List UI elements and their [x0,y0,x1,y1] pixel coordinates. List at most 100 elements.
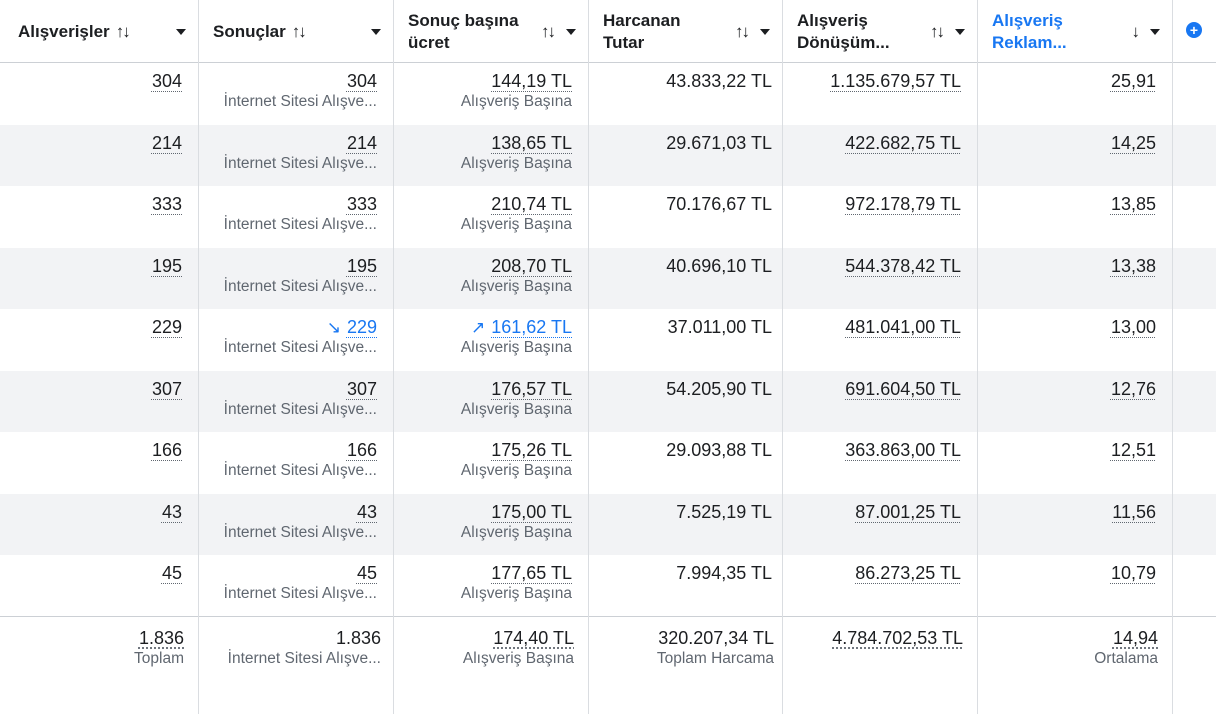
results-value[interactable]: 229 [346,317,377,337]
cost-per-result-label: Alışveriş Başına [460,216,572,233]
total-cpr-cell: 174,40 TL Alışveriş Başına [394,617,588,714]
roas-value[interactable]: 13,85 [1110,194,1156,214]
purchases-value[interactable]: 304 [151,71,182,91]
cost-per-result-label: Alışveriş Başına [460,154,572,172]
roas-value[interactable]: 13,00 [1110,317,1156,337]
purchases-value[interactable]: 333 [151,194,182,214]
sort-icon[interactable]: ↓ [1131,21,1140,41]
amount-spent-value: 40.696,10 TL [666,255,772,276]
results-cell: 333 İnternet Sitesi Alışve... [199,186,393,247]
results-value[interactable]: 45 [356,563,377,583]
sort-icon[interactable]: ↑↓ [115,21,131,41]
conversion-value[interactable]: 363.863,00 TL [845,440,961,460]
roas-value[interactable]: 12,76 [1110,378,1156,399]
roas-value[interactable]: 10,79 [1110,563,1156,583]
conversion-value-cell: 544.378,42 TL [783,248,977,309]
total-roas-label: Ortalama [1094,650,1158,667]
column-label: Alışveriş Dönüşüm... [797,10,890,52]
total-roas-value[interactable]: 14,94 [1112,628,1158,648]
column-header-amount-spent[interactable]: Harcanan Tutar ↑↓ [589,0,782,63]
purchases-value[interactable]: 195 [151,255,182,276]
sort-icon[interactable]: ↑↓ [541,21,556,41]
table-row: 45 45 İnternet Sitesi Alışve... 177,65 TL Al… [0,555,1216,616]
purchases-value[interactable]: 166 [151,440,182,460]
roas-value[interactable]: 12,51 [1110,440,1156,460]
column-header-roas[interactable]: Alışveriş Reklam... ↓ [978,0,1172,63]
total-roas-cell: 14,94 Ortalama [978,617,1172,714]
results-value[interactable]: 195 [346,255,377,276]
roas-value[interactable]: 13,38 [1110,255,1156,276]
results-cell: 195 İnternet Sitesi Alışve... [199,248,393,309]
column-header-results[interactable]: Sonuçlar ↑↓ [199,0,393,63]
cost-per-result-value[interactable]: 161,62 TL [491,317,572,337]
conversion-value[interactable]: 972.178,79 TL [845,194,961,214]
results-value[interactable]: 304 [346,71,377,91]
results-type-label: İnternet Sitesi Alışve... [223,339,377,356]
purchases-value[interactable]: 214 [151,132,182,153]
purchases-value[interactable]: 307 [151,378,182,399]
total-conversion-value[interactable]: 4.784.702,53 TL [832,628,963,648]
purchases-value[interactable]: 45 [161,563,182,583]
add-column-icon[interactable]: + [1186,22,1202,38]
conversion-value[interactable]: 87.001,25 TL [855,501,961,522]
results-value[interactable]: 333 [346,194,377,214]
purchases-cell: 43 [4,494,198,555]
column-header-purchases[interactable]: Alışverişler ↑↓ [4,0,198,63]
purchases-cell: 45 [4,555,198,616]
chevron-down-icon[interactable] [760,28,770,35]
cost-per-result-value[interactable]: 177,65 TL [491,563,572,583]
column-header-conversion-value[interactable]: Alışveriş Dönüşüm... ↑↓ [783,0,977,63]
cost-per-result-value[interactable]: 176,57 TL [491,378,572,399]
amount-spent-cell: 29.093,88 TL [589,432,782,493]
cost-per-result-value[interactable]: 138,65 TL [491,132,572,153]
results-cell: 45 İnternet Sitesi Alışve... [199,555,393,616]
results-value[interactable]: 214 [346,132,377,153]
roas-value[interactable]: 25,91 [1110,71,1156,91]
conversion-value-cell: 481.041,00 TL [783,309,977,370]
sort-icon[interactable]: ↑↓ [291,21,307,41]
conversion-value[interactable]: 422.682,75 TL [845,132,961,153]
cost-per-result-value[interactable]: 144,19 TL [491,71,572,91]
conversion-value[interactable]: 544.378,42 TL [845,255,961,276]
results-cell: 304 İnternet Sitesi Alışve... [199,63,393,124]
cost-per-result-cell: 175,26 TL Alışveriş Başına [394,432,588,493]
cost-per-result-value[interactable]: 175,00 TL [491,501,572,522]
conversion-value[interactable]: 86.273,25 TL [855,563,961,583]
amount-spent-value: 54.205,90 TL [666,378,772,399]
sort-icon[interactable]: ↑↓ [930,21,945,41]
total-cpr-value[interactable]: 174,40 TL [493,628,574,648]
total-results-value: 1.836 [335,628,381,648]
column-label: Alışverişler [18,21,110,41]
chevron-down-icon[interactable] [566,28,576,35]
conversion-value[interactable]: 691.604,50 TL [845,378,961,399]
cost-per-result-value[interactable]: 208,70 TL [491,255,572,276]
column-divider [977,0,978,714]
cost-per-result-value[interactable]: 210,74 TL [491,194,572,214]
total-purchases-cell: 1.836 Toplam [4,617,198,714]
chevron-down-icon[interactable] [955,28,965,35]
sort-icon[interactable]: ↑↓ [735,21,750,41]
conversion-value-cell: 972.178,79 TL [783,186,977,247]
chevron-down-icon[interactable] [371,28,381,35]
roas-value[interactable]: 14,25 [1110,132,1156,153]
column-header-cost-per-result[interactable]: Sonuç başına ücret ↑↓ [394,0,588,63]
purchases-value[interactable]: 229 [151,317,182,337]
chevron-down-icon[interactable] [176,28,186,35]
chevron-down-icon[interactable] [1150,28,1160,35]
results-value[interactable]: 166 [346,440,377,460]
purchases-value[interactable]: 43 [161,501,182,522]
total-cpr-label: Alışveriş Başına [462,650,574,667]
roas-cell: 12,51 [978,432,1172,493]
roas-value[interactable]: 11,56 [1112,501,1156,522]
purchases-cell: 333 [4,186,198,247]
results-value[interactable]: 43 [356,501,377,522]
total-spend-label: Toplam Harcama [656,650,774,667]
conversion-value[interactable]: 481.041,00 TL [845,317,961,337]
cost-per-result-value[interactable]: 175,26 TL [491,440,572,460]
conversion-value-cell: 691.604,50 TL [783,371,977,432]
conversion-value[interactable]: 1.135.679,57 TL [830,71,961,91]
column-label: Alışveriş Reklam... [992,10,1067,52]
total-purchases-value[interactable]: 1.836 [138,628,184,648]
trend-up-icon: ↗ [471,318,486,337]
results-value[interactable]: 307 [346,378,377,399]
